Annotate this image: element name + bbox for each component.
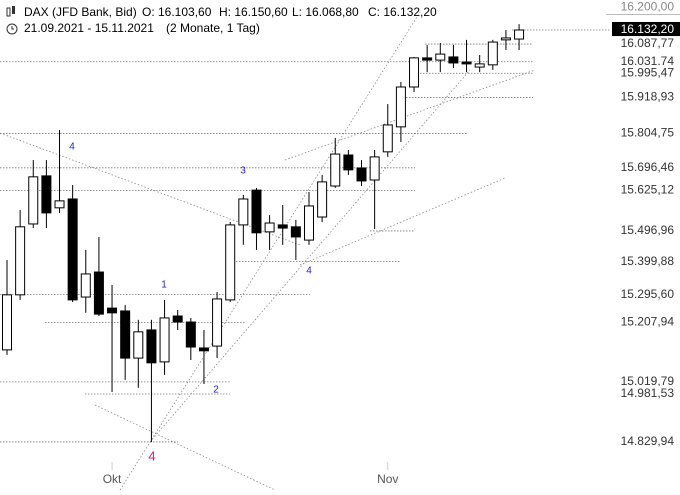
candle-body	[28, 176, 39, 225]
candle-body	[67, 198, 78, 301]
y-tick-label: 15.804,75	[621, 126, 675, 140]
close: C: 16.132,20	[368, 5, 437, 19]
candle-body	[172, 315, 183, 323]
trend-line	[119, 11, 421, 491]
wave-label: 1	[161, 280, 167, 291]
candle-body	[395, 86, 406, 128]
date-range: 21.09.2021 - 15.11.2021	[24, 21, 154, 35]
candle-body	[93, 271, 104, 315]
candle-body	[277, 224, 288, 229]
y-label-box	[612, 182, 680, 199]
candle-body	[343, 154, 354, 171]
candle-body	[448, 56, 459, 64]
candle-body	[435, 53, 446, 61]
wave-label: 4	[69, 142, 75, 153]
y-tick-label: 14.829,94	[621, 434, 675, 448]
y-tick-label: 15.019,79	[621, 374, 675, 388]
candle-body	[290, 226, 301, 238]
y-label-box	[612, 253, 680, 270]
candle-body	[107, 307, 118, 314]
candle-body	[369, 156, 380, 181]
clock-icon	[11, 26, 14, 30]
y-label-box	[612, 21, 680, 38]
candle-body	[264, 222, 275, 233]
candle-body	[461, 61, 472, 65]
candle-body	[133, 331, 144, 359]
y-label-box	[612, 385, 680, 402]
y-label-box	[612, 433, 680, 450]
y-tick-label: 16.031,74	[621, 54, 675, 68]
y-tick-label: 16.132,20	[621, 22, 675, 36]
x-tick-label: Okt	[103, 472, 122, 486]
y-label-box	[612, 314, 680, 331]
y-tick-label: 14.981,53	[621, 386, 675, 400]
candle-body	[212, 298, 223, 347]
candle-body	[422, 57, 433, 61]
candle-body	[303, 205, 314, 241]
high: H: 16.150,60	[219, 5, 288, 19]
y-tick-label: 15.696,46	[621, 160, 675, 174]
candle-body	[54, 200, 65, 209]
wave-label: 2	[213, 385, 219, 396]
y-label-box	[612, 159, 680, 176]
candle-body	[2, 294, 12, 351]
y-label-box	[612, 65, 680, 82]
wave-label: 4	[306, 266, 312, 277]
trend-line	[284, 69, 536, 161]
candle-body	[356, 167, 367, 182]
trend-line	[94, 404, 276, 491]
trend-line	[299, 177, 506, 266]
trend-line	[149, 69, 471, 443]
candle-body	[238, 198, 249, 226]
y-label-box	[612, 125, 680, 142]
candle-icon	[12, 6, 15, 14]
candle-body	[146, 329, 157, 364]
y-tick-label: 15.496,96	[621, 223, 675, 237]
candle-body	[409, 57, 420, 88]
open: O: 16.103,60	[142, 5, 212, 19]
wave-label: 3	[240, 166, 246, 177]
y-tick-label: 16.087,77	[621, 36, 675, 50]
y-tick-label: 16.200,00	[621, 0, 675, 14]
candle-body	[330, 153, 341, 187]
candle-body	[185, 321, 196, 348]
y-label-box	[612, 373, 680, 390]
clock-icon	[6, 23, 18, 35]
y-tick-label: 15.918,93	[621, 90, 675, 104]
candle-body	[487, 41, 498, 66]
header: DAX (JFD Bank, Bid) O: 16.103,60 H: 16.1…	[6, 5, 437, 35]
y-tick-label: 15.399,88	[621, 254, 675, 268]
candle-body	[251, 189, 262, 234]
y-tick-label: 15.207,94	[621, 315, 675, 329]
candle-body	[198, 347, 209, 352]
candle-body	[159, 317, 170, 363]
candle-body	[500, 37, 511, 41]
candle-body	[474, 63, 485, 68]
candle-body	[80, 273, 91, 298]
y-tick-label: 15.625,12	[621, 183, 675, 197]
candle-body	[317, 181, 328, 218]
symbol: DAX (JFD Bank, Bid)	[24, 5, 137, 19]
y-label-box	[612, 286, 680, 303]
low: L: 16.068,80	[292, 5, 359, 19]
y-label-box	[612, 89, 680, 106]
candle-icon	[6, 7, 11, 17]
candle-body	[514, 29, 525, 40]
trend-line	[0, 132, 301, 246]
y-label-box	[612, 222, 680, 239]
x-tick-label: Nov	[377, 472, 398, 486]
wave-label: 4	[148, 448, 155, 463]
candle-body	[382, 124, 393, 153]
candle-body	[225, 224, 236, 301]
candle-body	[41, 175, 52, 214]
y-label-box	[612, 36, 680, 53]
y-tick-label: 15.995,47	[621, 65, 675, 79]
period: (2 Monate, 1 Tag)	[166, 21, 260, 35]
candle-body	[120, 310, 131, 359]
candle-body	[15, 226, 26, 296]
y-tick-label: 15.295,60	[621, 287, 675, 301]
